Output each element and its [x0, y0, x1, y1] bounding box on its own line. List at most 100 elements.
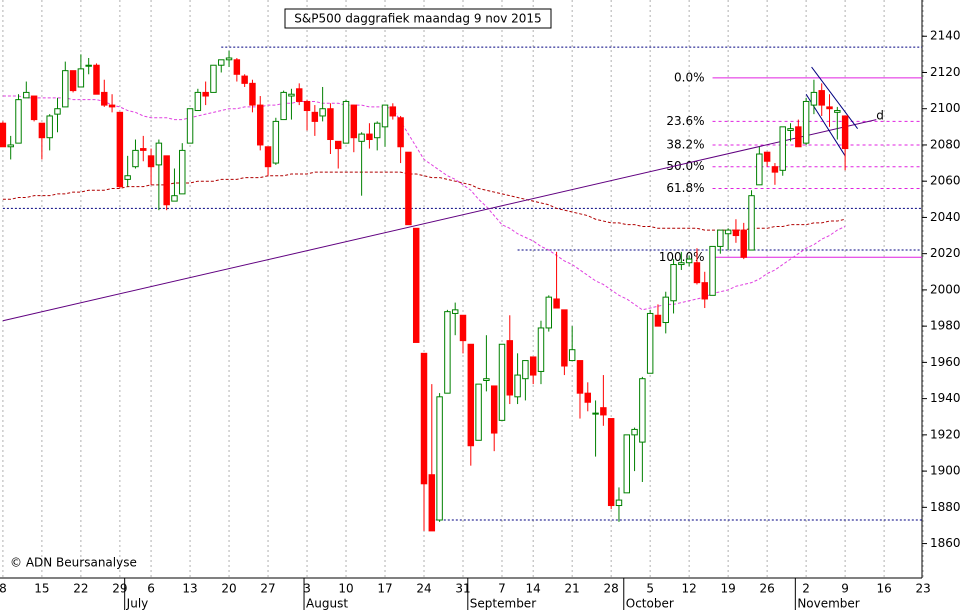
candle-body: [802, 100, 810, 144]
x-tick-label: 24: [416, 582, 431, 596]
x-tick-label: 10: [338, 582, 353, 596]
candle-body: [740, 229, 747, 258]
candle-body: [701, 282, 708, 300]
x-tick-label: 8: [0, 582, 7, 596]
candle-body: [288, 93, 295, 97]
y-tick-label: 2020: [930, 246, 961, 260]
candle-body: [241, 75, 248, 84]
candle-body: [693, 262, 701, 284]
candle-body: [264, 146, 272, 168]
candle-body: [69, 70, 77, 92]
candle-body: [23, 91, 30, 99]
x-tick-label: 2: [802, 582, 810, 596]
trend-line: [2, 119, 877, 322]
candle-body: [678, 262, 685, 266]
candle-body: [748, 195, 755, 251]
candle-body: [358, 133, 365, 142]
candle-body: [522, 360, 529, 380]
candle-body: [592, 412, 599, 415]
candle-body: [296, 88, 303, 102]
candle-body: [545, 296, 553, 329]
candle-body: [334, 140, 342, 150]
y-tick-label: 2080: [930, 137, 961, 151]
candle-body: [186, 108, 194, 144]
candle-body: [7, 144, 14, 148]
candle-body: [257, 104, 264, 146]
candle-body: [818, 90, 825, 106]
candle-body: [490, 385, 498, 434]
candle-body: [62, 70, 69, 108]
x-tick-label: 9: [841, 582, 849, 596]
x-tick-label: 29: [112, 582, 127, 596]
x-tick-label: 27: [260, 582, 275, 596]
x-tick-label: 16: [876, 582, 891, 596]
candle-body: [444, 311, 451, 394]
candle-body: [179, 149, 186, 195]
candle-body: [15, 99, 22, 144]
candle-body: [654, 314, 662, 327]
candle-body: [233, 59, 241, 75]
month-label: November: [797, 597, 859, 610]
candle-body: [210, 64, 217, 93]
candle-body: [709, 245, 716, 296]
fib-label: 23.6%: [666, 114, 704, 128]
y-tick-label: 1860: [930, 536, 961, 550]
candle-body: [405, 151, 412, 226]
x-tick-label: 26: [759, 582, 774, 596]
candle-body: [373, 122, 381, 139]
candle-body: [810, 91, 818, 106]
candle-body: [607, 418, 615, 507]
fib-label: 38.2%: [666, 137, 704, 151]
candle-body: [662, 296, 669, 324]
trend-line: [811, 66, 858, 129]
candle-body: [342, 100, 350, 144]
x-tick-label: 19: [721, 582, 736, 596]
credit: © ADN Beursanalyse: [10, 556, 137, 570]
candle-body: [467, 343, 475, 447]
x-tick-label: 13: [182, 582, 197, 596]
candle-body: [600, 407, 607, 416]
candle-body: [397, 117, 404, 148]
candle-body: [771, 166, 779, 173]
candle-body: [366, 133, 373, 141]
candle-body: [553, 298, 560, 309]
candle-body: [841, 115, 849, 150]
candle-body: [475, 383, 482, 441]
month-label: July: [126, 597, 149, 610]
candle-body: [280, 91, 287, 121]
title-box: [284, 8, 552, 29]
y-tick-label: 1880: [930, 500, 961, 514]
y-tick-label: 1980: [930, 319, 961, 333]
candle-body: [140, 148, 147, 151]
x-tick-label: 12: [682, 582, 697, 596]
fib-label: 0.0%: [674, 70, 705, 84]
candle-body: [615, 499, 623, 507]
fib-label: 50.0%: [666, 159, 704, 173]
candle-body: [163, 155, 170, 206]
candle-body: [147, 155, 155, 168]
candle-body: [631, 428, 638, 436]
candle-body: [787, 128, 794, 131]
candle-body: [0, 122, 7, 148]
candle-body: [834, 110, 841, 113]
y-tick-label: 2100: [930, 101, 961, 115]
candle-body: [670, 264, 677, 302]
moving-average: [2, 95, 846, 311]
candle-body: [132, 149, 139, 168]
candle-body: [155, 142, 163, 166]
candle-body: [124, 175, 131, 180]
candle-body: [30, 95, 38, 121]
candle-body: [795, 126, 802, 148]
x-tick-label: 3: [303, 582, 311, 596]
candle-body: [350, 104, 358, 139]
x-tick-label: 23: [915, 582, 930, 596]
candle-body: [561, 309, 568, 367]
y-tick-label: 2000: [930, 282, 961, 296]
candle-body: [436, 396, 443, 521]
candle-body: [514, 374, 521, 398]
x-tick-label: 15: [34, 582, 49, 596]
y-tick-label: 2140: [930, 29, 961, 43]
y-tick-label: 1900: [930, 464, 961, 478]
candle-body: [826, 106, 833, 110]
candle-body: [576, 360, 584, 394]
